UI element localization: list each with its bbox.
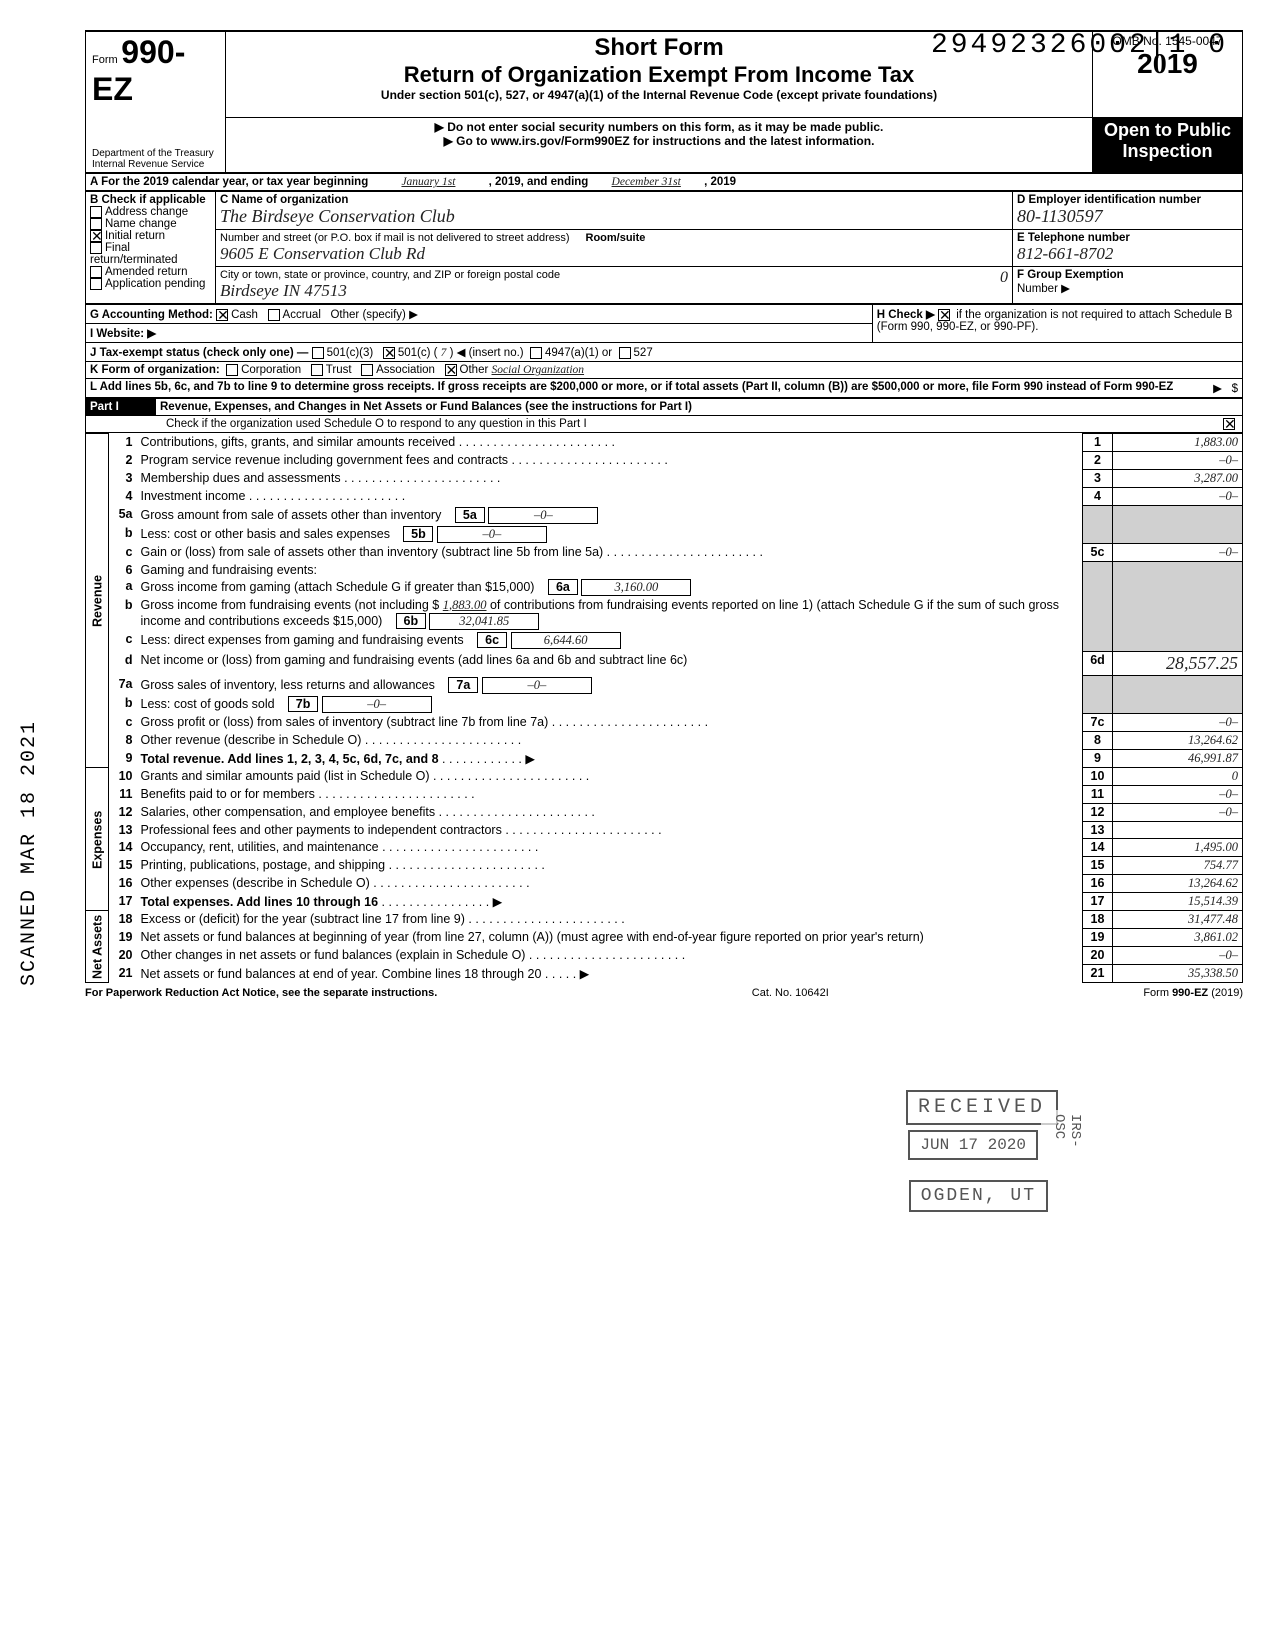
city-state-zip: Birdseye IN 47513 [220, 281, 347, 300]
open-to-public: Open to PublicInspection [1093, 117, 1243, 172]
form-number: 990-EZ [92, 34, 185, 107]
section-b-heading: B Check if applicable [90, 194, 211, 206]
revenue-label: Revenue [86, 434, 109, 768]
received-stamp: RECEIVED [906, 1090, 1058, 1125]
form-ref: Form 990-EZ (2019) [1143, 987, 1243, 999]
period-line: A For the 2019 calendar year, or tax yea… [86, 174, 1243, 191]
street-address: 9605 E Conservation Club Rd [220, 244, 425, 263]
stamp-irs: IRS-OSC [1041, 1110, 1093, 1152]
ein: 80-1130597 [1017, 206, 1103, 226]
phone: 812-661-8702 [1017, 244, 1113, 263]
expenses-label: Expenses [86, 768, 109, 911]
form-label: Form [92, 54, 118, 66]
line-L: L Add lines 5b, 6c, and 7b to line 9 to … [90, 381, 1173, 393]
stamp-location: OGDEN, UT [909, 1180, 1048, 1212]
netassets-label: Net Assets [86, 911, 109, 983]
footer: For Paperwork Reduction Act Notice, see … [85, 987, 1243, 999]
stamp-date: JUN 17 2020 [908, 1130, 1038, 1160]
part1-heading: Revenue, Expenses, and Changes in Net As… [156, 399, 1243, 416]
document-number: 29492326002|1 0 [931, 30, 1228, 61]
sub-title: Under section 501(c), 527, or 4947(a)(1)… [232, 88, 1086, 102]
org-info-grid: B Check if applicable Address change Nam… [85, 191, 1243, 304]
goto-link: ▶ Go to www.irs.gov/Form990EZ for instru… [232, 134, 1086, 148]
main-title: Return of Organization Exempt From Incom… [232, 62, 1086, 88]
website-label: I Website: ▶ [90, 328, 156, 340]
scanned-stamp: SCANNED MAR 18 2021 [18, 720, 41, 986]
part1-table: Revenue 1Contributions, gifts, grants, a… [85, 433, 1243, 983]
org-name: The Birdseye Conservation Club [220, 206, 455, 226]
ssn-warning: ▶ Do not enter social security numbers o… [232, 120, 1086, 134]
dept-treasury: Department of the Treasury Internal Reve… [92, 148, 219, 170]
part1-label: Part I [86, 399, 156, 416]
